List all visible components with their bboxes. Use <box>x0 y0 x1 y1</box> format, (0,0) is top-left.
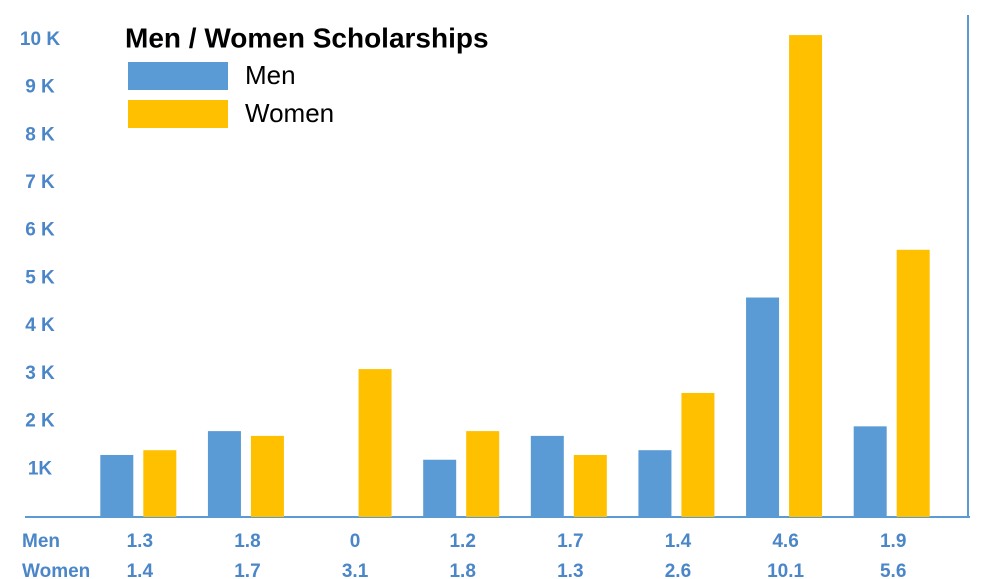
value-label: 0 <box>350 531 361 552</box>
legend-label: Women <box>245 98 334 128</box>
y-tick-label: 7 K <box>25 172 55 193</box>
bar <box>358 369 392 517</box>
row-label: Men <box>22 531 60 552</box>
bar <box>250 435 284 517</box>
bar <box>896 249 930 518</box>
value-label: 1.4 <box>127 561 154 579</box>
value-label: 1.7 <box>557 531 583 552</box>
bar <box>466 431 500 517</box>
value-label: 1.7 <box>234 561 260 579</box>
value-label: 2.6 <box>665 561 691 579</box>
value-label: 1.3 <box>557 561 583 579</box>
value-label: 1.8 <box>234 531 260 552</box>
y-tick-label: 9 K <box>25 77 55 98</box>
value-label: 1.9 <box>880 531 906 552</box>
value-label: 1.2 <box>449 531 475 552</box>
bar <box>315 517 349 518</box>
y-tick-label: 3 K <box>25 363 55 384</box>
value-label: 4.6 <box>772 531 798 552</box>
value-label: 1.8 <box>449 561 475 579</box>
y-tick-label: 1K <box>28 458 53 479</box>
bar <box>789 35 823 517</box>
bar <box>207 431 241 517</box>
chart-title: Men / Women Scholarships <box>125 22 489 53</box>
bar <box>573 454 607 517</box>
bar <box>530 435 564 517</box>
y-tick-label: 10 K <box>20 29 60 50</box>
y-tick-label: 4 K <box>25 315 55 336</box>
legend-swatch <box>128 62 228 90</box>
y-tick-label: 8 K <box>25 124 55 145</box>
bar <box>143 450 177 517</box>
value-label: 5.6 <box>880 561 906 579</box>
bar <box>423 459 457 517</box>
bar <box>638 450 672 517</box>
y-tick-label: 5 K <box>25 267 55 288</box>
value-label: 1.4 <box>665 531 692 552</box>
row-label: Women <box>22 561 90 579</box>
value-label: 1.3 <box>127 531 153 552</box>
legend-swatch <box>128 100 228 128</box>
legend-label: Men <box>245 60 296 90</box>
bar <box>746 297 780 517</box>
value-label: 3.1 <box>342 561 369 579</box>
y-tick-label: 6 K <box>25 220 55 241</box>
bar <box>681 392 715 517</box>
value-label: 10.1 <box>767 561 804 579</box>
bar <box>100 454 134 517</box>
y-tick-label: 2 K <box>25 411 55 432</box>
bar <box>853 426 887 517</box>
